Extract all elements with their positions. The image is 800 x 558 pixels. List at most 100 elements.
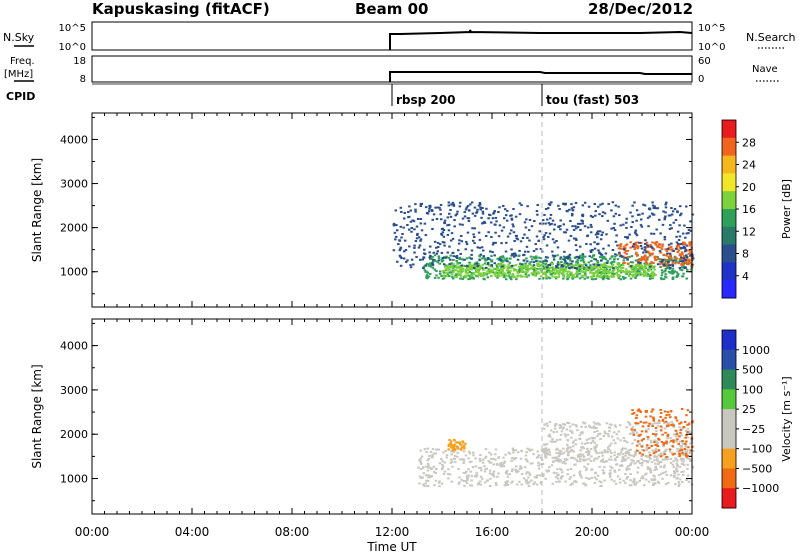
range-cell xyxy=(682,457,685,460)
range-cell xyxy=(616,263,620,266)
colorbar-segment xyxy=(722,155,736,174)
range-cell xyxy=(453,443,456,446)
range-cell xyxy=(483,470,487,473)
range-cell xyxy=(454,269,457,272)
range-cell xyxy=(473,214,477,217)
range-cell xyxy=(545,443,549,446)
range-cell xyxy=(417,466,420,469)
range-cell xyxy=(677,473,680,476)
range-cell xyxy=(559,438,562,441)
range-cell xyxy=(580,219,583,222)
range-cell xyxy=(631,412,634,415)
range-cell xyxy=(551,238,555,241)
range-cell xyxy=(638,265,641,268)
range-cell xyxy=(410,258,414,261)
range-cell xyxy=(636,213,640,216)
range-cell xyxy=(684,442,687,445)
range-cell xyxy=(678,422,681,425)
range-cell xyxy=(500,229,504,232)
range-cell xyxy=(512,255,516,258)
range-cell xyxy=(558,263,561,266)
range-cell xyxy=(554,275,558,278)
range-cell xyxy=(448,269,451,272)
range-cell xyxy=(496,276,499,279)
range-cell xyxy=(665,473,668,476)
range-cell xyxy=(598,270,602,273)
range-cell xyxy=(666,411,670,414)
range-cell xyxy=(514,234,518,237)
range-cell xyxy=(504,483,508,486)
range-cell xyxy=(523,466,527,469)
range-cell xyxy=(681,442,685,445)
range-cell xyxy=(530,272,533,275)
range-cell xyxy=(583,270,586,273)
range-cell xyxy=(653,468,656,471)
range-cell xyxy=(458,223,462,226)
range-cell xyxy=(473,236,476,239)
range-cell xyxy=(427,275,431,278)
range-cell xyxy=(549,440,553,443)
range-cell xyxy=(622,261,626,264)
range-cell xyxy=(578,268,581,271)
range-cell xyxy=(628,271,632,274)
range-cell xyxy=(658,243,662,246)
range-cell xyxy=(552,269,556,272)
range-cell xyxy=(667,422,671,425)
range-cell xyxy=(526,260,529,263)
range-cell xyxy=(612,275,616,278)
range-cell xyxy=(510,470,514,473)
range-cell xyxy=(641,453,644,456)
range-cell xyxy=(454,447,458,450)
range-cell xyxy=(512,252,516,255)
range-cell xyxy=(627,421,630,424)
range-cell xyxy=(624,452,627,455)
range-cell xyxy=(597,422,600,425)
range-cell xyxy=(597,268,600,271)
range-cell xyxy=(518,480,521,483)
range-cell xyxy=(538,222,542,225)
range-cell xyxy=(578,453,582,456)
range-cell xyxy=(452,448,455,451)
range-cell xyxy=(479,480,482,483)
range-cell xyxy=(475,261,479,264)
range-cell xyxy=(646,245,650,248)
range-cell xyxy=(613,480,616,483)
range-cell xyxy=(536,450,539,453)
range-cell xyxy=(641,461,644,464)
range-cell xyxy=(531,462,534,465)
range-cell xyxy=(486,479,489,482)
range-cell xyxy=(519,274,523,277)
nsky-tick-top: 10^5 xyxy=(59,23,86,34)
range-cell xyxy=(619,451,623,454)
range-cell xyxy=(426,462,430,465)
range-cell xyxy=(456,446,459,449)
range-cell xyxy=(616,456,619,459)
range-cell xyxy=(561,427,565,430)
range-cell xyxy=(564,459,568,462)
nsearch-tick-top: 10^5 xyxy=(698,23,725,34)
range-cell xyxy=(596,430,599,433)
range-cell xyxy=(682,454,685,457)
range-cell xyxy=(496,475,499,478)
range-cell xyxy=(471,212,475,215)
range-cell xyxy=(425,262,429,265)
range-cell xyxy=(541,277,545,280)
range-cell xyxy=(510,459,513,462)
range-cell xyxy=(476,208,479,211)
range-cell xyxy=(676,211,679,214)
range-cell xyxy=(663,264,666,267)
range-cell xyxy=(473,263,477,266)
range-cell xyxy=(433,484,436,487)
range-cell xyxy=(682,473,685,476)
range-cell xyxy=(597,263,601,266)
range-cell xyxy=(632,460,635,463)
range-cell xyxy=(630,266,633,269)
colorbar-tick-label: −1000 xyxy=(742,482,779,495)
range-cell xyxy=(473,206,477,209)
range-cell xyxy=(518,213,522,216)
range-cell xyxy=(621,264,625,267)
range-cell xyxy=(686,467,689,470)
range-cell xyxy=(654,466,657,469)
range-cell xyxy=(532,261,535,264)
colorbar-segment xyxy=(722,280,736,299)
